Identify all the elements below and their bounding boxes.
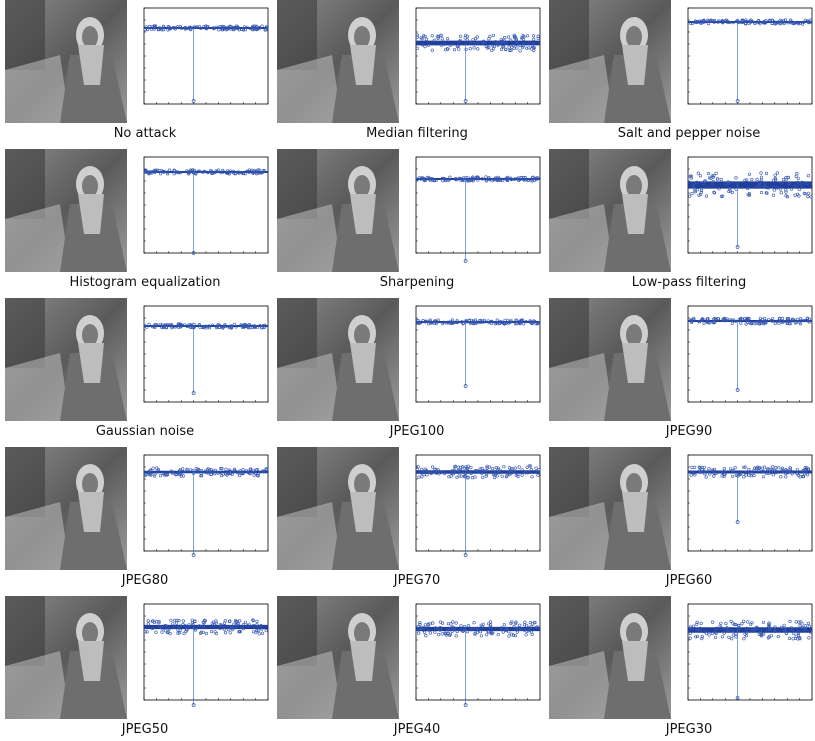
panel: JPEG60: [549, 447, 812, 588]
panel: Low-pass filtering: [549, 149, 812, 290]
plot-frame: [688, 157, 812, 253]
photo-figure-face: [82, 26, 98, 48]
photo-figure-face: [354, 175, 370, 197]
plot-frame: [416, 604, 540, 700]
photo-figure-face: [354, 473, 370, 495]
photo-figure-face: [82, 473, 98, 495]
photo-shade: [549, 447, 589, 517]
caption: JPEG30: [665, 722, 713, 737]
panel: Histogram equalization: [5, 149, 268, 290]
photo-figure-face: [626, 324, 642, 346]
photo-figure-face: [626, 26, 642, 48]
photo-shade: [5, 149, 45, 219]
caption: JPEG90: [665, 424, 713, 439]
photo-shade: [277, 0, 317, 70]
caption: JPEG100: [389, 424, 445, 439]
photo-shade: [549, 298, 589, 368]
plot-frame: [688, 604, 812, 700]
plot-frame: [416, 455, 540, 551]
caption: JPEG50: [121, 722, 169, 737]
panel: JPEG30: [549, 596, 812, 737]
panel: No attack: [5, 0, 268, 141]
panel: JPEG80: [5, 447, 268, 588]
photo-figure-face: [626, 175, 642, 197]
caption: Sharpening: [380, 275, 454, 290]
panel: Gaussian noise: [5, 298, 268, 439]
panel: JPEG90: [549, 298, 812, 439]
panel: JPEG40: [277, 596, 540, 737]
figure: No attack Median filtering Salt and pepper…: [0, 0, 815, 741]
photo-shade: [277, 596, 317, 666]
panel: Salt and pepper noise: [549, 0, 812, 141]
photo-shade: [5, 447, 45, 517]
photo-figure-face: [82, 175, 98, 197]
plot-frame: [144, 604, 268, 700]
plot-frame: [144, 306, 268, 402]
photo-shade: [549, 149, 589, 219]
caption: JPEG80: [121, 573, 169, 588]
photo-shade: [5, 298, 45, 368]
photo-figure-face: [354, 324, 370, 346]
panel: JPEG100: [277, 298, 540, 439]
photo-shade: [549, 596, 589, 666]
panel: JPEG70: [277, 447, 540, 588]
photo-figure-face: [354, 26, 370, 48]
photo-figure-face: [354, 622, 370, 644]
plot-frame: [416, 8, 540, 104]
photo-shade: [5, 0, 45, 70]
photo-shade: [549, 0, 589, 70]
caption: Median filtering: [366, 126, 468, 141]
plot-frame: [416, 157, 540, 253]
photo-shade: [5, 596, 45, 666]
photo-figure-face: [626, 473, 642, 495]
caption: Salt and pepper noise: [618, 126, 760, 141]
photo-figure-face: [626, 622, 642, 644]
panel: JPEG50: [5, 596, 268, 737]
plot-frame: [144, 8, 268, 104]
caption: Histogram equalization: [70, 275, 221, 290]
photo-shade: [277, 447, 317, 517]
caption: Gaussian noise: [96, 424, 194, 439]
caption: JPEG70: [393, 573, 441, 588]
panel: Median filtering: [277, 0, 540, 141]
panel: Sharpening: [277, 149, 540, 290]
photo-figure-face: [82, 324, 98, 346]
photo-shade: [277, 149, 317, 219]
caption: Low-pass filtering: [632, 275, 747, 290]
caption: JPEG40: [393, 722, 441, 737]
photo-figure-face: [82, 622, 98, 644]
caption: JPEG60: [665, 573, 713, 588]
photo-shade: [277, 298, 317, 368]
caption: No attack: [114, 126, 177, 141]
